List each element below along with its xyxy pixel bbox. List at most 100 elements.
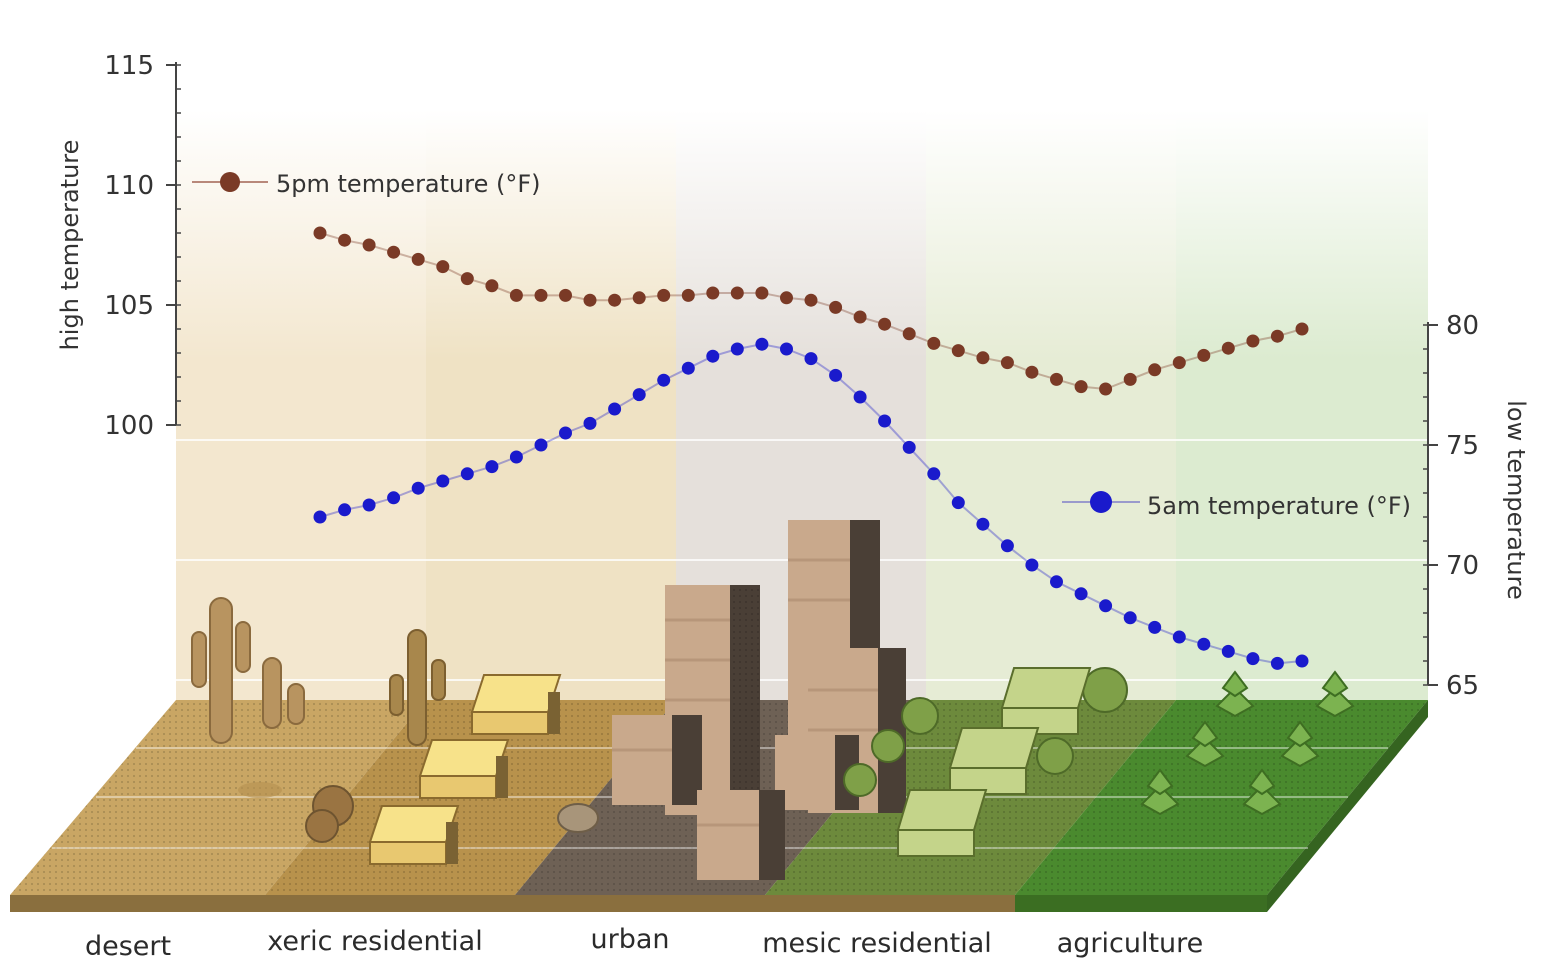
series-5pm-point: [534, 288, 548, 302]
series-5am-point: [338, 503, 352, 517]
series-5pm-point: [387, 245, 401, 259]
series-5pm-point: [362, 238, 376, 252]
series-5pm-point: [951, 344, 965, 358]
series-5pm-point: [559, 288, 572, 302]
agriculture-illustration: [1140, 670, 1355, 816]
series-5pm-point: [509, 288, 523, 302]
legend-5am-marker: [1090, 491, 1112, 513]
house-icon: [470, 674, 562, 735]
series-layer: [313, 226, 1309, 670]
crop-icon: [1280, 720, 1320, 768]
series-5pm-point: [1270, 329, 1284, 343]
series-5am-point: [608, 402, 622, 416]
series-5am-point: [829, 368, 843, 382]
series-5am-point: [1025, 558, 1039, 572]
series-5pm-point: [1295, 322, 1309, 336]
series-5am-point: [878, 414, 892, 428]
series-5am-point: [902, 440, 916, 454]
series-5pm-point: [608, 293, 622, 307]
series-5am-point: [1270, 656, 1284, 670]
series-5am-point: [509, 450, 523, 464]
series-5pm-point: [313, 226, 327, 240]
series-5pm-point: [1025, 365, 1039, 379]
left-axis-tick-label: 110: [104, 171, 154, 201]
series-5pm-point: [583, 293, 597, 307]
series-5pm-point: [1074, 380, 1088, 394]
series-5am-point: [559, 426, 572, 440]
series-5am-point: [411, 481, 425, 495]
zone-labels: desert xeric residential urban mesic res…: [85, 924, 1203, 962]
right-axis: 65 70 75 80 low temperature: [1423, 311, 1530, 701]
house-icon: [418, 739, 510, 799]
crop-icon: [1242, 768, 1282, 816]
series-5pm-point: [1246, 334, 1260, 348]
series-5am-point: [681, 361, 695, 375]
legend-5am: 5am temperature (°F): [1062, 491, 1411, 520]
series-5am-point: [657, 373, 671, 387]
shrub-icon: [305, 785, 354, 843]
series-5am-point: [460, 467, 474, 481]
left-axis-tick-label: 100: [104, 411, 154, 441]
series-5am-point: [1172, 630, 1186, 644]
series-5pm-point: [1000, 356, 1014, 370]
series-5pm-point: [681, 288, 695, 302]
series-5pm-point: [411, 252, 425, 266]
right-axis-title: low temperature: [1502, 400, 1530, 599]
series-5pm-point: [927, 336, 941, 350]
series-5pm-point: [460, 272, 474, 286]
series-5pm-point: [902, 327, 916, 341]
series-5pm-point: [804, 293, 818, 307]
desert-illustration: [191, 597, 305, 798]
series-5am-point: [1000, 539, 1014, 553]
series-5am-point: [927, 467, 941, 481]
cactus-icon: [389, 629, 446, 746]
series-5pm-point: [976, 351, 990, 365]
crop-icon: [1140, 768, 1180, 816]
series-5pm-point: [485, 279, 499, 293]
house-icon: [948, 727, 1040, 795]
crop-icon: [1215, 670, 1255, 718]
series-5am-point: [387, 491, 401, 505]
right-axis-minor-ticks: [1423, 324, 1428, 686]
ground-front-edge: [10, 895, 1267, 912]
series-5am: [313, 337, 1309, 670]
series-5am-point: [951, 496, 965, 510]
series-5pm-point: [853, 310, 867, 324]
background-panels: [176, 110, 1428, 700]
tree-icon: [843, 667, 1128, 797]
rock-icon: [557, 803, 599, 833]
series-5pm-point: [730, 286, 744, 300]
series-5pm-point: [1172, 356, 1186, 370]
right-axis-tick-label: 80: [1446, 311, 1479, 341]
series-5am-point: [1295, 654, 1309, 668]
series-5pm-point: [755, 286, 769, 300]
series-5am-point: [976, 517, 990, 531]
crop-icon: [1315, 670, 1355, 718]
mesic-illustration: [843, 667, 1128, 857]
series-5pm: [313, 226, 1309, 396]
series-5am-point: [804, 352, 818, 366]
left-axis-title: high temperature: [56, 140, 84, 351]
series-5pm-point: [829, 300, 843, 314]
series-5pm-point: [436, 260, 450, 274]
series-5am-point: [706, 349, 720, 363]
series-5am-point: [485, 460, 499, 474]
house-icon: [1000, 667, 1092, 735]
house-icon: [368, 805, 460, 865]
series-5am-point: [1099, 599, 1113, 613]
urban-illustration: [557, 520, 906, 880]
legend-5pm-label: 5pm temperature (°F): [276, 170, 541, 198]
series-5am-point: [755, 337, 769, 351]
series-5am-point: [583, 416, 597, 430]
legend-5am-label: 5am temperature (°F): [1147, 492, 1411, 520]
series-5am-point: [1246, 652, 1260, 666]
series-5pm-point: [1148, 363, 1162, 377]
zone-label-agriculture: agriculture: [1057, 928, 1204, 959]
zone-label-xeric-residential: xeric residential: [267, 926, 482, 957]
ground-front-edge-green: [1015, 895, 1267, 912]
zone-label-mesic-residential: mesic residential: [762, 928, 992, 959]
series-5am-point: [534, 438, 548, 452]
crop-icon: [1185, 720, 1225, 768]
series-5pm-point: [338, 233, 352, 247]
